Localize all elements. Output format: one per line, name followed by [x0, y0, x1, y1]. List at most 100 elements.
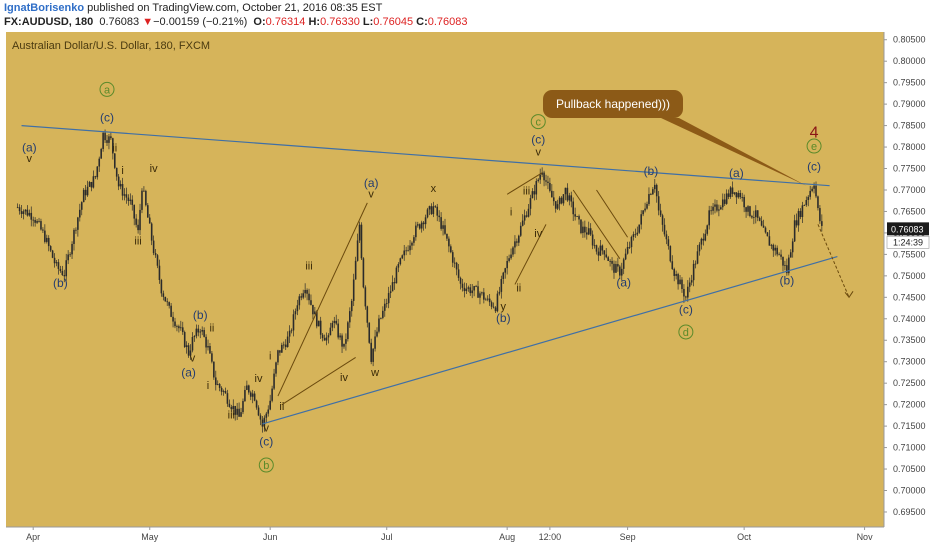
candle-body	[432, 206, 435, 215]
candle-body	[716, 204, 718, 211]
candle-body	[121, 184, 124, 196]
chart-title: Australian Dollar/U.S. Dollar, 180, FXCM	[12, 40, 210, 52]
candle-body	[315, 311, 318, 327]
wave-label: ii	[279, 401, 284, 413]
candle-body	[51, 250, 54, 258]
low-label: L:	[362, 16, 374, 28]
candle-body	[508, 258, 510, 261]
candle-body	[572, 201, 575, 215]
wave-label: iv	[534, 228, 542, 240]
candle-body	[347, 322, 349, 340]
candle-body	[568, 195, 571, 201]
candle-body	[300, 296, 303, 298]
time-axis[interactable]	[6, 527, 932, 550]
candle-body	[314, 311, 316, 315]
callout-pointer	[661, 118, 807, 186]
candle-body	[42, 229, 44, 231]
candle-body	[702, 238, 705, 241]
wave-label: w	[370, 367, 379, 379]
candle-body	[185, 345, 188, 348]
candle-body	[723, 199, 726, 204]
wave-label: (b)	[780, 273, 795, 287]
candle-body	[224, 390, 227, 394]
price-tick-label: 0.70500	[893, 464, 926, 474]
candle-body	[16, 207, 19, 209]
candle-body	[582, 226, 584, 234]
candle-body	[411, 242, 413, 246]
candle-body	[597, 251, 600, 256]
candle-body	[626, 247, 629, 254]
candle-body	[681, 279, 683, 289]
candle-body	[296, 305, 299, 312]
candle-body	[251, 393, 254, 397]
wave-label: iv	[340, 372, 348, 384]
author-link[interactable]: IgnatBorisenko	[4, 2, 85, 14]
wave-label: i	[207, 380, 209, 392]
candle-body	[123, 194, 126, 196]
wave-labels-layer: (a)v(b)a(c)iiiiiiiv(b)iiv(a)iiiiivv(c)bi…	[22, 81, 822, 473]
candle-body	[708, 210, 710, 226]
price-axis[interactable]	[884, 32, 932, 527]
candle-body	[387, 293, 390, 304]
candle-body	[69, 254, 71, 256]
candle-body	[127, 197, 130, 201]
candle-body	[383, 303, 386, 311]
price-tick-label: 0.74000	[893, 314, 926, 324]
wave-label: v	[368, 188, 374, 200]
candle-body	[374, 336, 376, 349]
candle-body	[409, 245, 411, 251]
candle-body	[279, 350, 281, 353]
candle-body	[57, 262, 60, 269]
candle-body	[731, 187, 734, 194]
wave-label: (b)	[53, 276, 68, 290]
candle-body	[788, 257, 790, 274]
candle-body	[687, 286, 689, 298]
candle-body	[370, 342, 372, 362]
candle-body	[605, 254, 608, 258]
candle-body	[255, 400, 258, 408]
price-tick-label: 0.71500	[893, 421, 926, 431]
candle-body	[55, 262, 58, 264]
open-value: 0.76314	[265, 16, 306, 28]
wave-line	[281, 356, 356, 406]
wave-line	[572, 189, 621, 259]
price-tick-label: 0.77500	[893, 164, 926, 174]
wave-label: ii	[112, 142, 117, 154]
candle-body	[246, 385, 248, 390]
candle-body	[459, 277, 462, 284]
candle-body	[523, 215, 526, 221]
wave-label: ii	[209, 323, 214, 335]
candle-body	[345, 339, 347, 344]
candle-body	[137, 224, 139, 231]
candle-body	[535, 181, 538, 195]
candle-body	[753, 217, 755, 218]
candle-body	[156, 255, 159, 266]
candle-body	[595, 245, 598, 252]
candle-body	[749, 206, 751, 217]
candle-body	[139, 209, 141, 231]
candle-body	[26, 209, 29, 216]
candle-body	[284, 344, 287, 348]
candle-body	[341, 335, 343, 347]
wave-label: y	[501, 301, 507, 313]
candle-body	[106, 140, 108, 143]
candle-body	[628, 247, 631, 248]
candle-body	[436, 206, 439, 216]
candle-body	[73, 229, 75, 244]
lines-layer	[21, 124, 854, 425]
price-tick-label: 0.69500	[893, 507, 926, 517]
symbol-label: FX:AUDUSD, 180	[4, 16, 94, 28]
candle-body	[768, 236, 771, 246]
candle-body	[453, 262, 456, 264]
price-chart[interactable]: Australian Dollar/U.S. Dollar, 180, FXCM…	[0, 30, 932, 550]
candle-body	[40, 221, 42, 230]
candle-body	[638, 224, 641, 233]
candle-body	[337, 323, 339, 338]
candle-body	[721, 199, 724, 208]
projection-line	[817, 224, 850, 298]
plot-area[interactable]	[6, 32, 884, 527]
last-price: 0.76083	[99, 16, 140, 28]
candle-body	[428, 206, 431, 210]
candle-body	[234, 405, 237, 415]
candle-body	[743, 197, 745, 208]
